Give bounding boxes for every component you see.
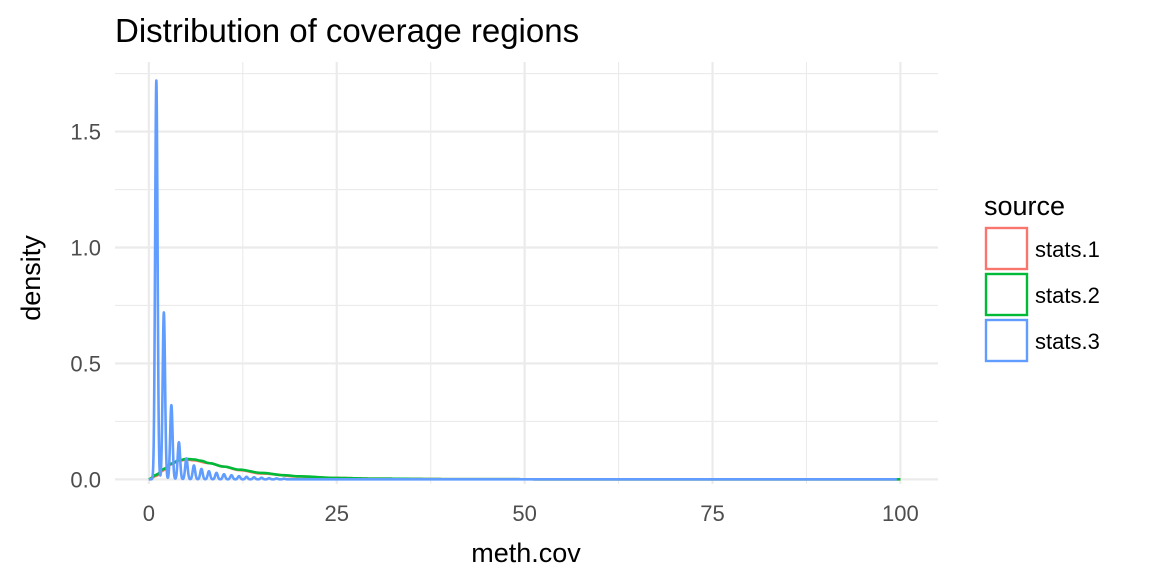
legend-key-stats.2 xyxy=(984,272,1029,317)
grid-lines xyxy=(115,62,938,484)
legend-label: stats.2 xyxy=(1035,283,1100,308)
y-axis-title: density xyxy=(16,235,46,321)
x-axis-title: meth.cov xyxy=(471,538,581,568)
y-axis-ticks: 0.0 0.5 1.0 1.5 xyxy=(70,120,101,493)
x-tick-label: 50 xyxy=(512,501,536,526)
x-tick-label: 0 xyxy=(143,501,155,526)
y-tick-label: 1.0 xyxy=(70,235,101,260)
legend-key-stats.1 xyxy=(984,226,1029,271)
y-tick-label: 1.5 xyxy=(70,120,101,145)
x-tick-label: 25 xyxy=(324,501,348,526)
legend: source stats.1 stats.2 stats.3 xyxy=(984,191,1100,363)
series-layer xyxy=(147,79,901,481)
legend-label: stats.3 xyxy=(1035,329,1100,354)
y-tick-label: 0.5 xyxy=(70,351,101,376)
x-axis-ticks: 0 25 50 75 100 xyxy=(143,501,919,526)
y-tick-label: 0.0 xyxy=(70,467,101,492)
legend-title: source xyxy=(984,191,1065,221)
x-tick-label: 100 xyxy=(882,501,919,526)
x-tick-label: 75 xyxy=(700,501,724,526)
series-line-stats.3 xyxy=(147,79,897,481)
legend-label: stats.1 xyxy=(1035,237,1100,262)
legend-key-stats.3 xyxy=(984,318,1029,363)
chart-title: Distribution of coverage regions xyxy=(115,12,579,49)
